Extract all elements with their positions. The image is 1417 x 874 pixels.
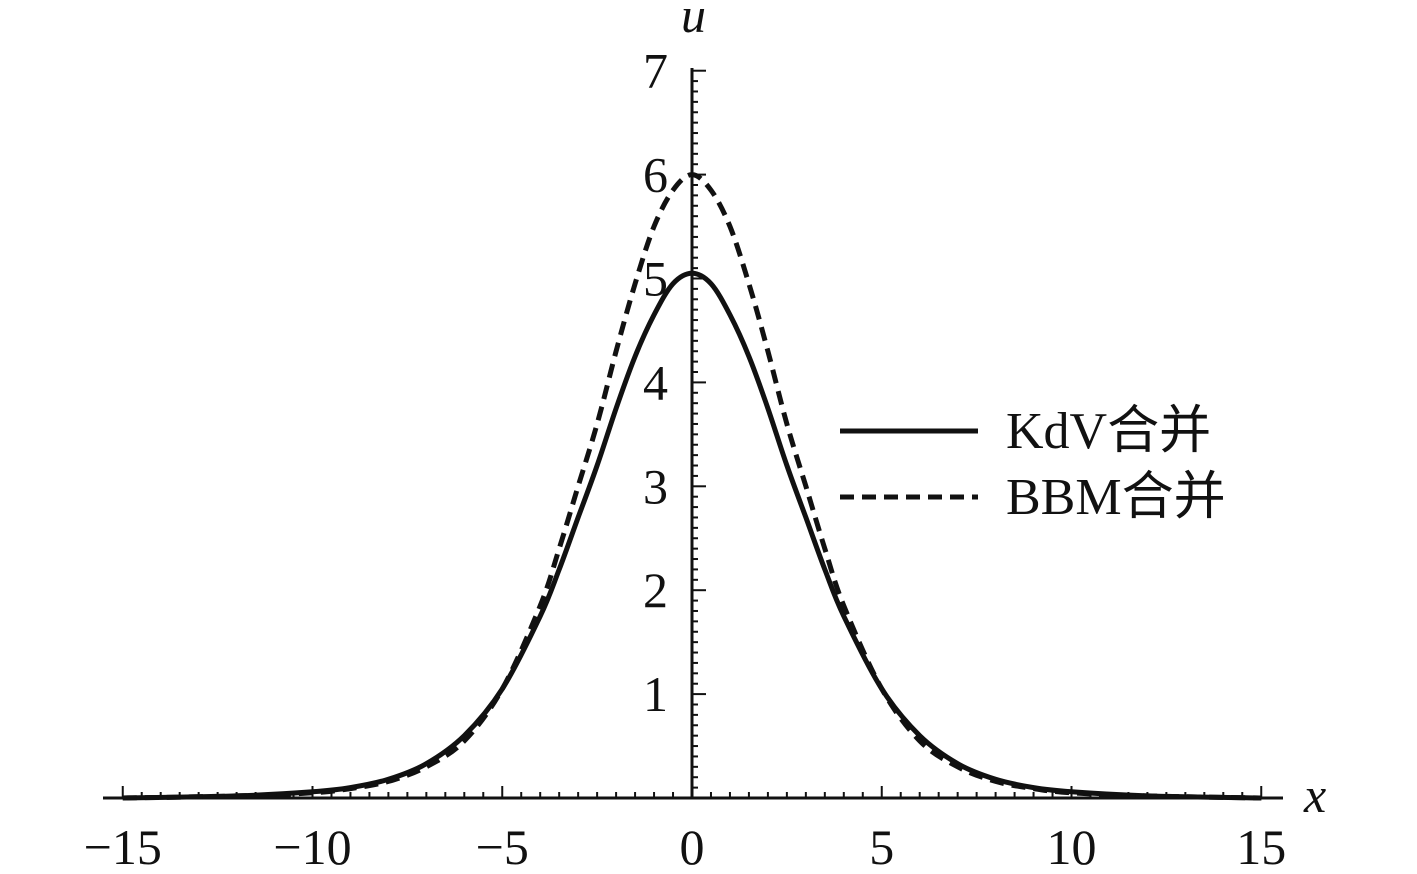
legend-label-bbm: BBM合并 [1006,469,1226,526]
x-tick-label: −10 [273,819,351,874]
y-tick-label: 3 [643,458,668,514]
x-tick-label: −5 [476,819,529,874]
x-tick-label: −15 [84,819,162,874]
legend-label-kdv: KdV合并 [1006,403,1211,460]
series-group [122,172,1262,801]
y-tick-label: 7 [643,43,668,99]
y-axis-title: u [681,0,706,43]
y-tick-label: 4 [643,354,668,410]
series-line-bbm [122,172,1262,801]
x-tick-label: 0 [680,819,705,874]
y-tick-label: 1 [643,666,668,722]
x-tick-label: 5 [869,819,894,874]
y-tick-label: 2 [643,562,668,618]
x-tick-label: 15 [1236,819,1286,874]
x-axis-title: x [1303,767,1326,823]
y-tick-label: 6 [643,147,668,203]
x-tick-labels: −15 −10 −5 0 5 10 15 [84,819,1287,874]
series-line-kdv [122,270,1262,801]
legend: KdV合并 BBM合并 [840,403,1226,526]
x-tick-label: 10 [1047,819,1097,874]
